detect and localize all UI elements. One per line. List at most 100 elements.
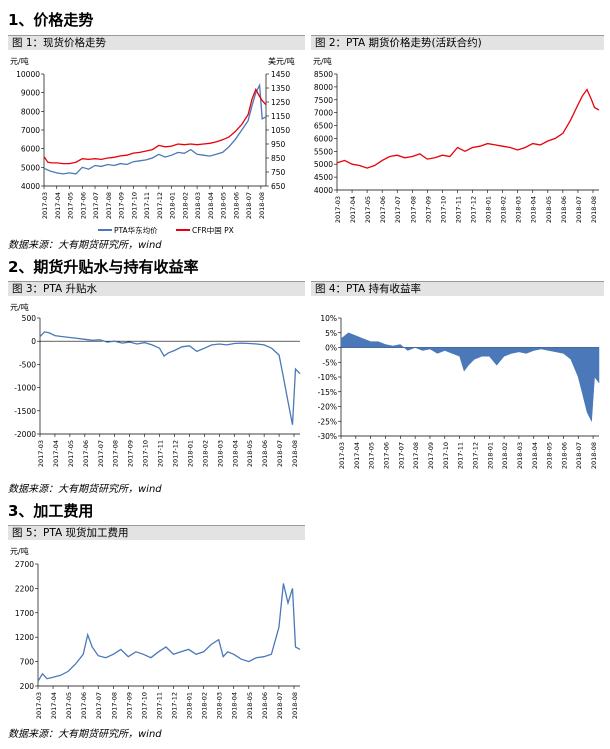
x-tick-label: 2018-01 [186, 692, 194, 719]
figure-label-3: 图 3：PTA 升贴水 [8, 281, 305, 296]
x-tick-label: 2018-05 [246, 692, 254, 719]
y-tick-label: 200 [20, 682, 35, 691]
y-tick-label-right: 850 [271, 154, 286, 163]
x-tick-label: 2017-05 [65, 692, 73, 719]
x-tick-label: 2018-06 [560, 196, 568, 223]
y-tick-label: 5000 [314, 160, 333, 169]
y-tick-label-right: 1350 [271, 84, 290, 93]
x-tick-label: 2017-11 [143, 192, 151, 219]
y-unit-label: 元/吨 [10, 302, 29, 312]
y-tick-label: -5% [322, 358, 337, 367]
x-tick-label: 2017-08 [412, 442, 420, 469]
x-tick-label: 2017-10 [442, 442, 450, 469]
x-tick-label: 2017-11 [157, 440, 165, 467]
y-tick-label: 10000 [16, 70, 40, 79]
x-tick-label: 2017-07 [97, 440, 105, 467]
section-title-processing: 3、加工费用 [8, 502, 94, 520]
x-tick-label: 2017-05 [364, 196, 372, 223]
x-tick-label: 2017-06 [382, 442, 390, 469]
x-tick-label: 2018-07 [276, 440, 284, 467]
x-tick-label: 2017-08 [409, 196, 417, 223]
x-tick-label: 2017-11 [457, 442, 465, 469]
x-tick-label: 2018-08 [291, 440, 299, 467]
y-tick-label: 1200 [15, 633, 34, 642]
source-note-3: 数据来源：大有期货研究所，wind [8, 729, 162, 740]
y-tick-label: -1000 [14, 384, 36, 393]
x-tick-label: 2018-05 [546, 442, 554, 469]
y-tick-label: 8500 [314, 70, 333, 79]
x-tick-label: 2017-08 [110, 692, 118, 719]
chart-fig1: 元/吨 美元/吨 10000 9000 8000 7000 6000 5000 4000 1450… [10, 56, 295, 235]
x-tick-label: 2017-10 [142, 440, 150, 467]
x-tick-label: 2017-06 [379, 196, 387, 223]
series-line [43, 82, 267, 175]
x-tick-label: 2017-06 [79, 192, 87, 219]
x-tick-label: 2017-12 [470, 196, 478, 223]
chart-fig2: 元/吨 8500 8000 7500 7000 6500 6000 5500 5000 4500 4… [313, 56, 600, 223]
x-tick-label: 2018-05 [545, 196, 553, 223]
x-tick-label: 2018-02 [500, 196, 508, 223]
y-tick-label: -1500 [14, 407, 36, 416]
x-tick-label: 2017-09 [427, 442, 435, 469]
y-tick-label: 2200 [15, 584, 34, 593]
y-unit-label: 元/吨 [313, 56, 332, 66]
source-note-1: 数据来源：大有期货研究所，wind [8, 240, 162, 251]
x-tick-label: 2017-10 [439, 196, 447, 223]
x-tick-label: 2017-07 [95, 692, 103, 719]
x-tick-label: 2018-02 [201, 692, 209, 719]
y-tick-label: 2700 [15, 560, 34, 569]
section-title-basis: 2、期货升贴水与持有收益率 [8, 258, 199, 276]
x-tick-label: 2018-07 [575, 196, 583, 223]
chart-fig4: 10% 5% 0% -5% -10% -15% -20% -25% -30%2017-03 201… [318, 314, 600, 469]
y-tick-label-right: 1150 [271, 112, 290, 121]
y-tick-label-right: 650 [271, 182, 286, 191]
x-tick-label: 2018-06 [560, 442, 568, 469]
y-tick-label: 6000 [314, 134, 333, 143]
x-tick-label: 2018-03 [194, 192, 202, 219]
x-tick-label: 2017-07 [92, 192, 100, 219]
x-tick-label: 2017-05 [67, 192, 75, 219]
legend-label: CFR中国 PX [192, 225, 234, 235]
x-tick-label: 2018-02 [201, 440, 209, 467]
x-tick-label: 2018-01 [169, 192, 177, 219]
y-tick-label: 700 [20, 658, 35, 667]
y-tick-label: 7500 [314, 96, 333, 105]
y-tick-label: 7000 [21, 126, 40, 135]
y-tick-label: 6500 [314, 122, 333, 131]
x-tick-label: 2017-06 [80, 692, 88, 719]
x-tick-label: 2018-05 [246, 440, 254, 467]
x-tick-label: 2018-04 [207, 192, 215, 219]
y-tick-label: 4000 [21, 182, 40, 191]
x-tick-label: 2017-12 [156, 192, 164, 219]
y-tick-label-right: 750 [271, 168, 286, 177]
x-tick-label: 2017-09 [118, 192, 126, 219]
y-tick-label-right: 950 [271, 140, 286, 149]
x-tick-label: 2018-08 [291, 692, 299, 719]
x-tick-label: 2018-01 [485, 196, 493, 223]
y-tick-label-right: 1050 [271, 126, 290, 135]
legend-label: PTA华东均价 [114, 225, 158, 235]
x-tick-label: 2017-12 [171, 440, 179, 467]
x-tick-label: 2017-07 [394, 196, 402, 223]
x-tick-label: 2017-03 [37, 440, 45, 467]
x-tick-label: 2017-11 [454, 196, 462, 223]
section-title-price-trend: 1、价格走势 [8, 11, 94, 29]
x-tick-label: 2017-05 [67, 440, 75, 467]
y-tick-label: 5000 [21, 163, 40, 172]
area-series [340, 332, 600, 423]
y-unit-label: 元/吨 [10, 546, 29, 556]
y-tick-label: 6000 [21, 145, 40, 154]
figure-label-5: 图 5：PTA 现货加工费用 [8, 525, 305, 540]
y-tick-label: 7000 [314, 109, 333, 118]
x-tick-label: 2017-04 [50, 692, 58, 719]
y-tick-label: 5500 [314, 147, 333, 156]
source-note-2: 数据来源：大有期货研究所，wind [8, 484, 162, 495]
x-tick-label: 2018-04 [530, 196, 538, 223]
y-tick-label: 4500 [314, 173, 333, 182]
x-tick-label: 2018-04 [231, 692, 239, 719]
y-tick-label: 1700 [15, 609, 34, 618]
y-tick-label: -10% [318, 373, 337, 382]
